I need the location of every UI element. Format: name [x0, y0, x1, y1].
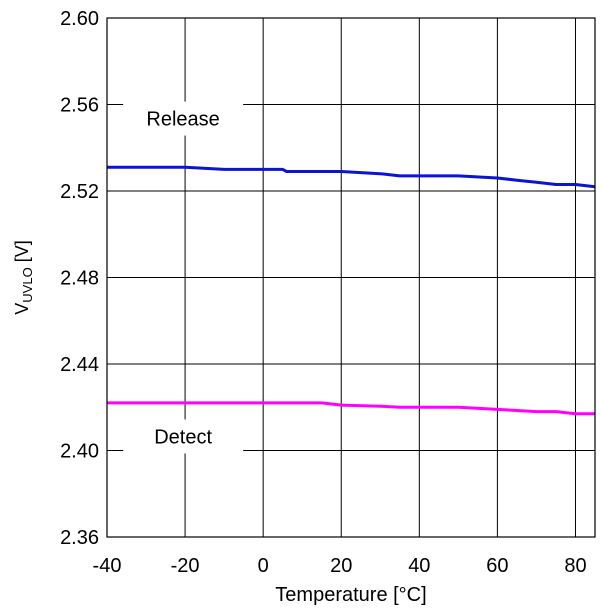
series-line-release — [107, 165, 596, 189]
y-tick-label: 2.52 — [60, 181, 99, 203]
x-tick-label: -20 — [171, 555, 200, 577]
series-label-detect: Detect — [154, 426, 212, 448]
series-line-detect — [107, 401, 595, 416]
y-tick-label: 2.40 — [60, 441, 99, 463]
tick-labels: -40 -20 0 20 40 60 80 2.36 2.40 2.44 2.48 2.52 2.56 2… — [60, 8, 587, 577]
y-axis-label-unit: [V] — [12, 240, 32, 267]
series-label-box — [123, 419, 244, 454]
y-axis-label: VUVLO [V] — [12, 240, 35, 314]
x-tick-label: 80 — [564, 555, 586, 577]
grid-lines — [107, 18, 595, 537]
y-tick-label: 2.44 — [60, 354, 99, 376]
x-tick-label: 40 — [408, 555, 430, 577]
x-tick-label: 60 — [486, 555, 508, 577]
x-axis-label: Temperature [°C] — [275, 584, 426, 606]
y-tick-label: 2.60 — [60, 8, 99, 30]
y-tick-label: 2.48 — [60, 268, 99, 290]
y-axis-label-subscript: UVLO — [20, 267, 35, 302]
x-tick-label: 0 — [258, 555, 269, 577]
x-tick-label: 20 — [330, 555, 352, 577]
series-lines — [107, 165, 596, 416]
series-label-box — [123, 101, 244, 136]
y-axis-label-main: V — [12, 303, 32, 315]
plot-frame — [106, 17, 596, 538]
x-tick-label: -40 — [93, 555, 122, 577]
y-tick-label: 2.36 — [60, 527, 99, 549]
series-labels: Release Detect — [123, 101, 244, 454]
series-label-release: Release — [146, 109, 219, 131]
y-tick-label: 2.56 — [60, 95, 99, 117]
